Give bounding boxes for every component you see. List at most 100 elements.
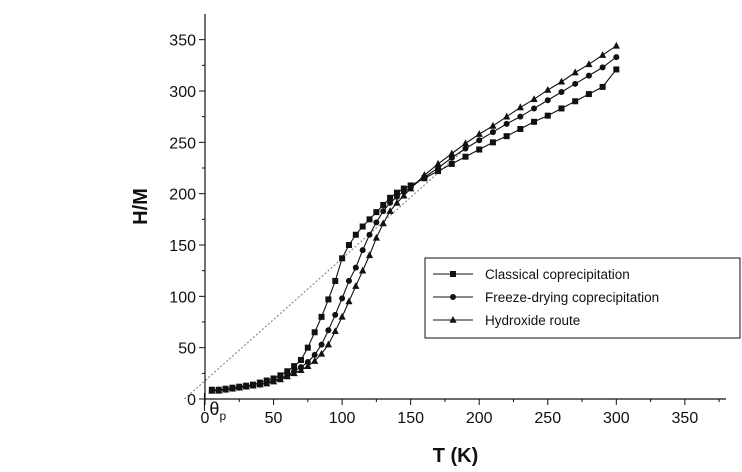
data-point (531, 118, 538, 125)
data-point (435, 168, 442, 175)
data-point (400, 191, 408, 199)
data-point (599, 51, 607, 58)
data-point (461, 139, 470, 147)
data-point (276, 375, 285, 383)
data-point (256, 380, 264, 388)
data-point (290, 369, 298, 377)
legend: Classical coprecipitation Freeze-drying c… (424, 257, 741, 339)
data-point (503, 112, 511, 120)
legend-marker (449, 316, 457, 323)
data-point (291, 363, 298, 370)
x-tick-label: 0 (201, 410, 210, 427)
data-point (352, 282, 360, 289)
data-point (345, 242, 352, 248)
y-tick-label: 300 (169, 84, 196, 101)
data-point (304, 344, 311, 351)
series-circle (208, 54, 620, 394)
data-point (544, 85, 552, 93)
data-point (489, 121, 497, 129)
x-tick-label: 250 (534, 410, 561, 427)
data-point (476, 137, 483, 144)
data-point (448, 149, 456, 157)
data-point (359, 223, 366, 230)
data-point (345, 297, 353, 305)
data-point (380, 208, 387, 215)
x-tick-label: 300 (603, 410, 630, 427)
data-point (311, 329, 318, 336)
data-point (311, 357, 319, 364)
data-point (269, 377, 278, 385)
data-point (332, 277, 339, 284)
x-tick-label: 200 (466, 410, 493, 427)
data-point (585, 72, 592, 79)
data-point (400, 188, 407, 195)
data-point (387, 194, 394, 201)
data-point (284, 368, 291, 375)
data-point (517, 125, 524, 132)
data-point (332, 311, 339, 318)
data-point (476, 146, 483, 153)
data-point (530, 95, 538, 103)
data-point (558, 89, 565, 96)
data-point (235, 383, 243, 391)
data-point (277, 372, 284, 379)
y-tick-label: 250 (169, 135, 196, 152)
data-point (516, 103, 524, 111)
data-point (221, 385, 230, 393)
data-point (359, 247, 366, 254)
data-point (373, 219, 380, 226)
y-tick-label: 100 (169, 289, 196, 306)
data-point (228, 384, 237, 392)
data-point (317, 349, 326, 357)
data-point (208, 386, 216, 394)
data-point (531, 105, 538, 112)
data-point (503, 133, 510, 140)
x-tick-label: 350 (672, 410, 699, 427)
data-point (318, 341, 325, 348)
series-layer (208, 41, 620, 394)
data-point (373, 209, 380, 216)
legend-marker (450, 271, 456, 277)
data-point (393, 189, 400, 196)
data-point (448, 160, 455, 167)
data-point (599, 83, 606, 90)
data-point (345, 277, 352, 284)
data-point (297, 356, 304, 363)
data-point (331, 327, 339, 335)
data-point (517, 113, 524, 120)
data-point (339, 255, 346, 262)
legend-label: Classical coprecipitation (485, 267, 630, 282)
data-point (215, 386, 223, 394)
y-tick-label: 50 (178, 341, 196, 358)
theta-p-annotation: θp (203, 393, 226, 423)
x-axis-title: T (K) (433, 445, 479, 467)
series-square (208, 66, 620, 393)
data-point (407, 184, 415, 192)
data-point (489, 139, 496, 146)
data-point (318, 313, 325, 320)
data-point (585, 60, 593, 68)
data-point (304, 359, 311, 366)
data-point (304, 362, 312, 369)
data-point (434, 159, 442, 167)
data-point (359, 266, 367, 274)
data-point (475, 130, 483, 137)
data-point (544, 112, 551, 119)
legend-marker (450, 294, 456, 300)
data-point (557, 77, 566, 85)
series-line (211, 56, 617, 392)
data-point (352, 231, 359, 238)
data-point (311, 351, 318, 358)
data-point (297, 366, 305, 374)
data-point (572, 98, 579, 105)
data-point (324, 340, 332, 348)
data-point (393, 198, 401, 206)
data-point (558, 105, 565, 112)
data-point (352, 264, 359, 271)
data-point (613, 54, 620, 61)
data-point (372, 233, 380, 241)
y-tick-label: 200 (169, 187, 196, 204)
y-tick-label: 0 (187, 392, 196, 409)
data-point (544, 97, 551, 104)
